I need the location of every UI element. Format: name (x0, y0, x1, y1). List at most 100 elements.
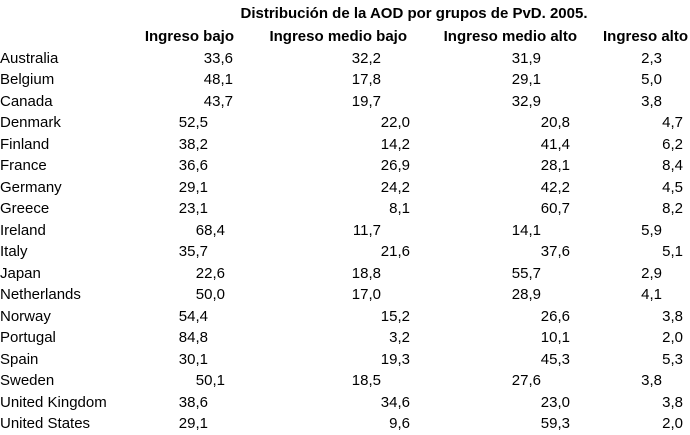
value-cell: 3,8 (641, 92, 662, 110)
column-header-ingreso-alto: Ingreso alto (602, 28, 688, 45)
value-cell: 2,0 (662, 415, 683, 432)
value-cell: 15,2 (380, 307, 410, 325)
header-row: Ingreso bajo Ingreso medio bajo Ingreso … (0, 26, 688, 48)
value-cell: 3,8 (662, 393, 683, 411)
value-cell: 5,1 (662, 243, 683, 260)
value-cell: 11,7 (352, 221, 381, 239)
value-cell: 5,0 (641, 71, 662, 88)
value-cell: 18,8 (351, 264, 381, 282)
value-cell: 32,9 (511, 92, 541, 110)
value-cell: 33,6 (203, 49, 233, 67)
table-row: Canada 43,7 19,7 32,9 3,8 (0, 91, 688, 113)
value-cell: 50,1 (195, 372, 225, 389)
value-cell: 32,2 (351, 49, 381, 67)
table-row: Finland 38,2 14,2 41,4 6,2 (0, 134, 688, 156)
country-label: United Kingdom (0, 393, 107, 411)
country-label: Italy (0, 243, 28, 260)
value-cell: 9,6 (389, 415, 410, 432)
value-cell: 4,5 (662, 178, 683, 196)
value-cell: 3,8 (662, 307, 683, 325)
value-cell: 45,3 (540, 350, 570, 368)
table-row: Australia 33,6 32,2 31,9 2,3 (0, 48, 688, 70)
table-row: France 36,6 26,9 28,1 8,4 (0, 155, 688, 177)
country-label: United States (0, 415, 91, 432)
value-cell: 6,2 (662, 135, 683, 153)
table-row: United States 29,1 9,6 59,3 2,0 (0, 413, 688, 435)
value-cell: 2,0 (662, 329, 683, 346)
value-cell: 2,3 (641, 49, 662, 67)
value-cell: 22,6 (195, 264, 225, 282)
value-cell: 27,6 (511, 372, 541, 389)
value-cell: 26,6 (540, 307, 570, 325)
country-label: Netherlands (0, 286, 81, 303)
value-cell: 26,9 (380, 157, 410, 174)
value-cell: 23,1 (178, 200, 208, 217)
table-row: Portugal 84,8 3,2 10,1 2,0 (0, 327, 688, 349)
country-label: France (0, 157, 47, 174)
country-label: Canada (0, 92, 53, 110)
value-cell: 23,0 (540, 393, 570, 411)
country-column-header-blank (0, 26, 141, 48)
value-cell: 29,1 (511, 71, 541, 88)
value-cell: 38,6 (178, 393, 208, 411)
value-cell: 52,5 (178, 114, 208, 131)
table-row: Netherlands 50,0 17,0 28,9 4,1 (0, 284, 688, 306)
value-cell: 24,2 (380, 178, 410, 196)
table-body: Australia 33,6 32,2 31,9 2,3 Belgium 48,1 17,8 2… (0, 48, 688, 435)
country-label: Denmark (0, 114, 61, 131)
value-cell: 38,2 (178, 135, 208, 153)
country-label: Norway (0, 307, 51, 325)
value-cell: 59,3 (540, 415, 570, 432)
value-cell: 5,3 (662, 350, 683, 368)
value-cell: 42,2 (540, 178, 570, 196)
table-row: Germany 29,1 24,2 42,2 4,5 (0, 177, 688, 199)
value-cell: 17,0 (351, 286, 381, 303)
table-row: Spain 30,1 19,3 45,3 5,3 (0, 349, 688, 371)
country-label: Sweden (0, 372, 55, 389)
column-header-ingreso-medio-bajo: Ingreso medio bajo (269, 28, 407, 45)
value-cell: 8,2 (662, 200, 683, 217)
table-row: Japan 22,6 18,8 55,7 2,9 (0, 263, 688, 285)
table-row: Denmark 52,5 22,0 20,8 4,7 (0, 112, 688, 134)
column-header-ingreso-bajo: Ingreso bajo (144, 28, 234, 45)
value-cell: 35,7 (178, 243, 208, 260)
value-cell: 55,7 (511, 264, 541, 282)
value-cell: 22,0 (380, 114, 410, 131)
value-cell: 60,7 (540, 200, 570, 217)
value-cell: 21,6 (380, 243, 410, 260)
value-cell: 14,2 (380, 135, 410, 153)
value-cell: 3,2 (389, 329, 410, 346)
value-cell: 18,5 (351, 372, 381, 389)
country-label: Ireland (0, 221, 46, 239)
value-cell: 19,3 (380, 350, 410, 368)
value-cell: 8,4 (662, 157, 683, 174)
table-title: Distribución de la AOD por grupos de PvD… (240, 5, 588, 22)
country-label: Portugal (0, 329, 56, 346)
value-cell: 30,1 (178, 350, 208, 368)
table-row: Sweden 50,1 18,5 27,6 3,8 (0, 370, 688, 392)
aod-distribution-table: Ingreso bajo Ingreso medio bajo Ingreso … (0, 26, 688, 435)
value-cell: 5,9 (641, 221, 662, 239)
country-label: Belgium (0, 71, 55, 88)
country-label: Germany (0, 178, 62, 196)
value-cell: 84,8 (178, 329, 208, 346)
value-cell: 37,6 (540, 243, 570, 260)
value-cell: 2,9 (641, 264, 662, 282)
country-label: Spain (0, 350, 39, 368)
value-cell: 28,9 (511, 286, 541, 303)
value-cell: 29,1 (178, 415, 208, 432)
country-label: Japan (0, 264, 41, 282)
value-cell: 4,1 (641, 286, 662, 303)
value-cell: 31,9 (511, 49, 541, 67)
column-header-ingreso-medio-alto: Ingreso medio alto (443, 28, 577, 45)
value-cell: 36,6 (178, 157, 208, 174)
value-cell: 10,1 (540, 329, 570, 346)
value-cell: 28,1 (540, 157, 570, 174)
value-cell: 68,4 (195, 221, 225, 239)
value-cell: 20,8 (540, 114, 570, 131)
value-cell: 17,8 (351, 71, 381, 88)
value-cell: 48,1 (203, 71, 233, 88)
value-cell: 41,4 (540, 135, 570, 153)
country-label: Australia (0, 49, 59, 67)
